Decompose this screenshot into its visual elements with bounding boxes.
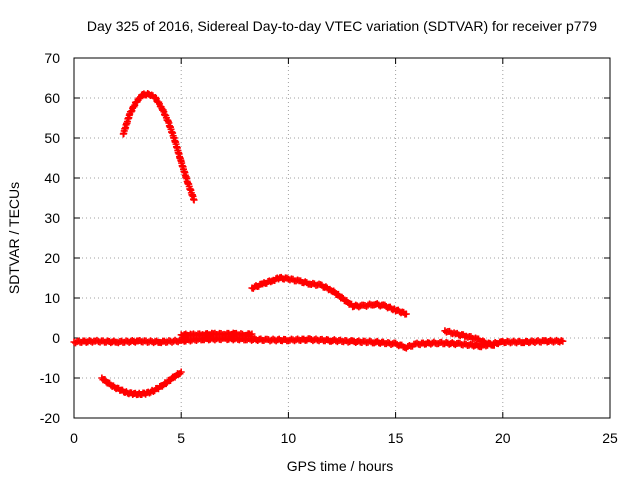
chart-title: Day 325 of 2016, Sidereal Day-to-day VTE… [87,18,597,34]
y-tick-label: 30 [44,210,60,226]
data-point [177,368,185,376]
y-tick-label: 10 [44,290,60,306]
y-tick-label: 50 [44,130,60,146]
y-tick-label: 70 [44,50,60,66]
series-arc-high [119,89,198,204]
x-tick-label: 15 [388,430,404,446]
data-point [151,94,159,102]
y-tick-label: 0 [52,330,60,346]
x-tick-label: 5 [177,430,185,446]
y-axis-label: SDTVAR / TECUs [6,182,22,294]
y-tick-label: -20 [40,410,60,426]
x-tick-label: 10 [281,430,297,446]
data-point [248,330,256,338]
plot-border [73,57,611,419]
y-tick-label: 40 [44,170,60,186]
x-axis-label: GPS time / hours [287,458,394,474]
x-tick-label: 25 [602,430,618,446]
data-point [190,196,198,204]
x-tick-label: 20 [495,430,511,446]
data-point [402,310,410,318]
data-marks [70,89,567,399]
y-tick-label: 60 [44,90,60,106]
data-point [247,331,255,339]
series-tail-right [441,327,498,349]
x-tick-label: 0 [70,430,78,446]
series-arc-low [98,368,185,399]
y-tick-label: -10 [40,370,60,386]
data-point [559,337,567,345]
y-tick-label: 20 [44,250,60,266]
data-point [490,341,498,349]
plot-frame [73,57,611,419]
series-band-near-zero [177,329,256,340]
series-arc-mid [248,273,410,318]
ticks: 0 5 10 15 20 25 -20 -10 0 10 20 30 40 50 60 70 [40,50,618,446]
